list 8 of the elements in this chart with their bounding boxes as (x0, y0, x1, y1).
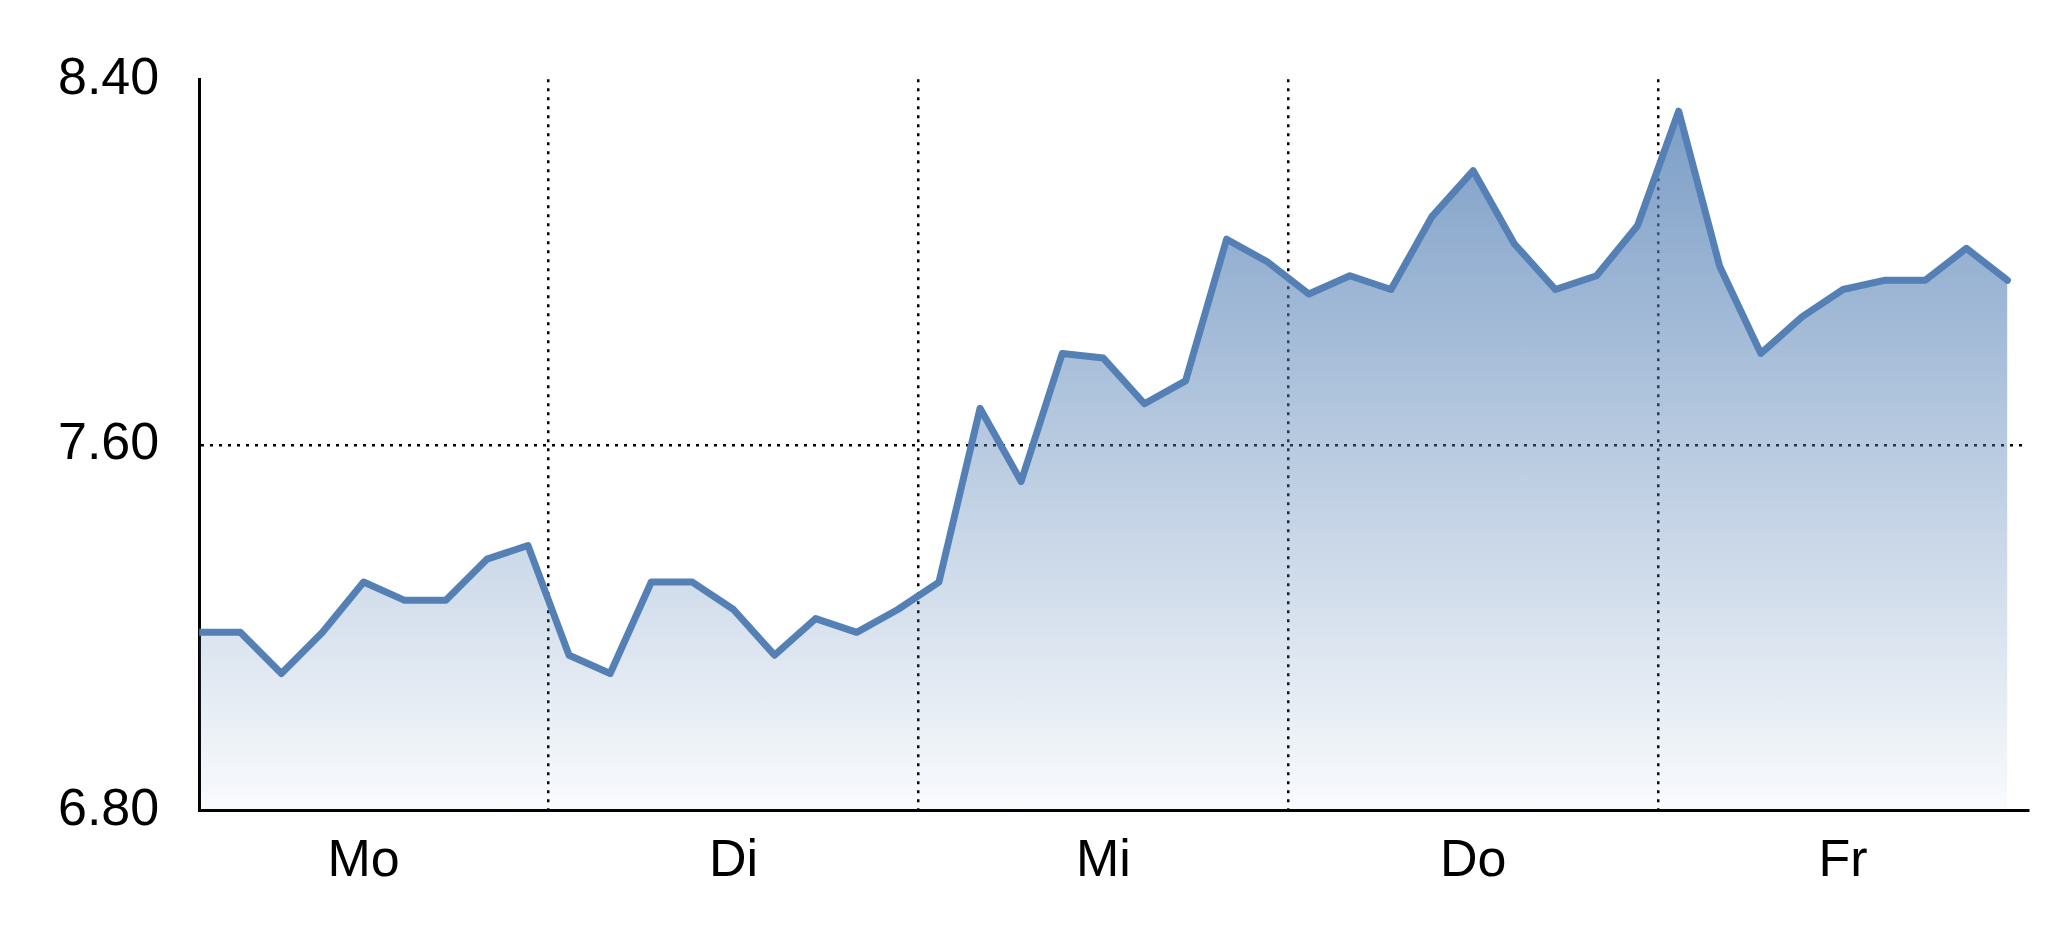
x-tick-label: Do (1439, 829, 1507, 888)
x-tick-label: Mo (327, 829, 400, 888)
x-tick-label: Di (708, 829, 759, 888)
x-tick-label: Fr (1818, 829, 1868, 888)
y-tick-label: 7.60 (57, 412, 160, 471)
y-tick-label: 6.80 (57, 777, 160, 836)
y-tick-label: 8.40 (57, 46, 160, 105)
x-tick-label: Mi (1075, 829, 1131, 888)
